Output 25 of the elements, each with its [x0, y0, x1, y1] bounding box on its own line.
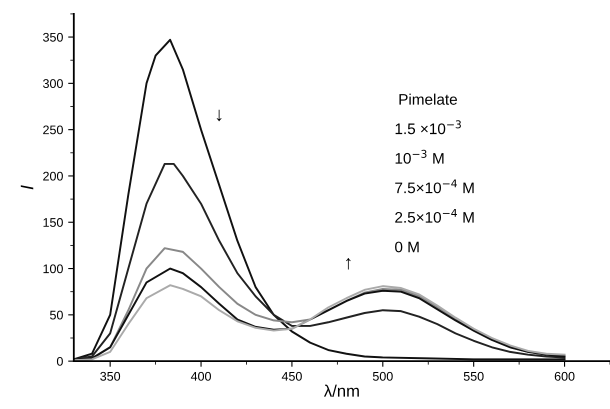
annotation: 1.5 ×10$^{−3}$: [396, 120, 461, 134]
annotation: 0 M: [395, 242, 419, 252]
x-axis-title: λ/nm: [324, 384, 359, 397]
y-tick-label: 200: [43, 172, 63, 181]
annotation: 10$^{−3}$ M: [396, 150, 444, 164]
x-tick-label: 550: [464, 372, 484, 381]
y-tick-label: 250: [43, 125, 63, 134]
y-tick-label: 0: [56, 356, 63, 366]
x-tick-label: 350: [100, 372, 120, 381]
y-tick-label: 350: [43, 32, 63, 42]
x-tick-label: 450: [282, 372, 302, 381]
x-tick-label: 600: [554, 372, 574, 381]
y-axis-title: I: [20, 185, 34, 190]
annotation: 2.5×10$^{−4}$ M: [395, 208, 474, 223]
annotation: ↓: [216, 110, 222, 122]
annotation: 7.5×10$^{−4}$ M: [395, 179, 474, 194]
annotation: Pimelate: [399, 94, 457, 105]
line-series: [74, 284, 566, 362]
y-tick-label: 150: [43, 218, 63, 227]
annotation: ↑: [346, 258, 351, 270]
y-tick-label: 300: [43, 79, 63, 88]
y-tick-label: 100: [43, 264, 63, 274]
y-tick-label: 50: [50, 310, 63, 320]
x-tick-label: 500: [372, 372, 393, 381]
x-tick-label: 400: [190, 372, 211, 381]
